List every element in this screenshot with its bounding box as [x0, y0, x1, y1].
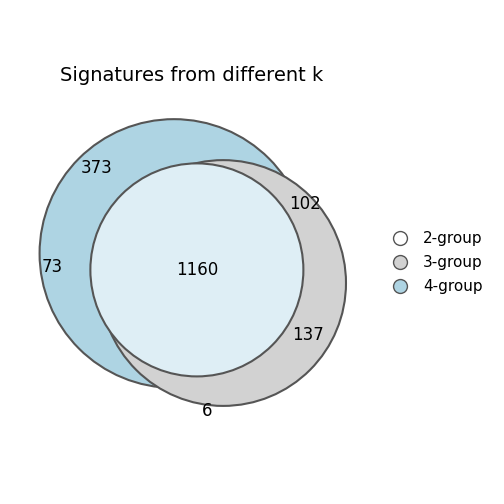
Text: 73: 73 [42, 258, 63, 276]
Text: 137: 137 [292, 327, 324, 344]
Circle shape [100, 160, 346, 406]
Text: 373: 373 [81, 159, 113, 177]
Legend: 2-group, 3-group, 4-group: 2-group, 3-group, 4-group [379, 225, 488, 300]
Circle shape [90, 163, 303, 376]
Text: 6: 6 [202, 402, 212, 420]
Title: Signatures from different k: Signatures from different k [59, 66, 323, 85]
Text: 1160: 1160 [176, 261, 218, 279]
Circle shape [40, 119, 308, 388]
Text: 102: 102 [289, 196, 321, 213]
